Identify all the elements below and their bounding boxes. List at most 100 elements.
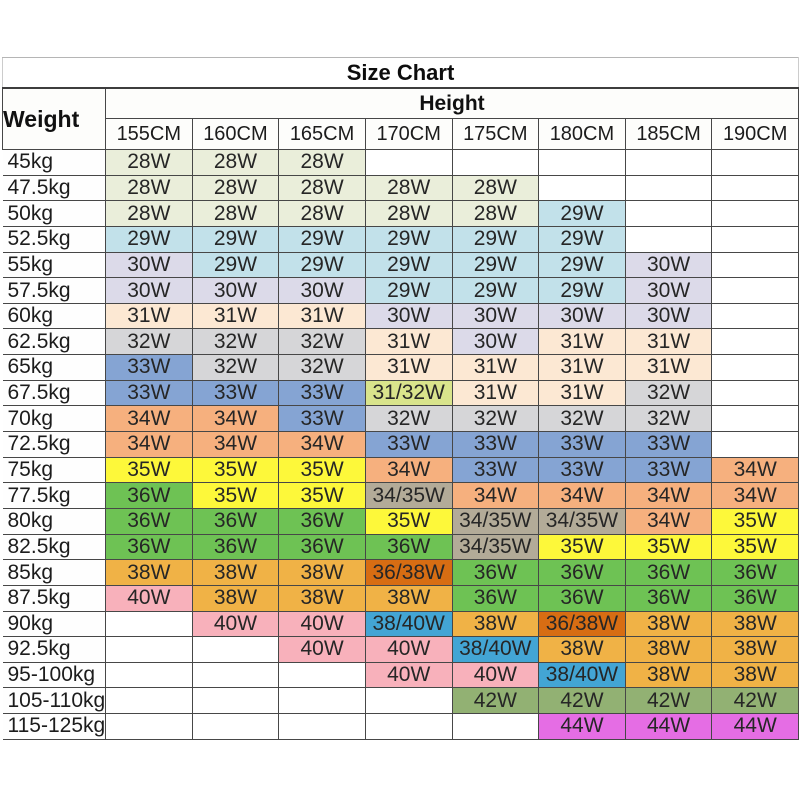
table-row-105-110kg: 105-110kg 42W 42W 42W 42W bbox=[2, 687, 799, 715]
size-cell: 31W bbox=[364, 354, 453, 381]
size-cell: 40W bbox=[278, 610, 366, 638]
table-row-85kg: 85kg 38W 38W 38W 36/38W 36W 36W 36W 36W bbox=[2, 559, 799, 586]
empty-cell bbox=[624, 225, 713, 253]
size-cell: 32W bbox=[624, 379, 713, 407]
row-label: 47.5kg bbox=[2, 174, 106, 202]
size-cell: 34/35W bbox=[451, 533, 540, 561]
size-cell: 38/40W bbox=[451, 636, 540, 663]
size-cell: 36W bbox=[451, 584, 540, 612]
size-cell: 31W bbox=[538, 354, 626, 381]
size-cell: 40W bbox=[451, 661, 540, 689]
size-cell: 33W bbox=[278, 379, 366, 407]
table-row-65kg: 65kg 33W 32W 32W 31W 31W 31W 31W bbox=[2, 354, 799, 381]
size-cell: 31W bbox=[538, 328, 626, 356]
table-row-60kg: 60kg 31W 31W 31W 30W 30W 30W 30W bbox=[2, 302, 799, 330]
size-cell: 35W bbox=[711, 533, 799, 561]
empty-cell bbox=[711, 200, 799, 227]
size-chart-table: Size Chart Weight Height 155CM 160CM 165CM… bbox=[2, 57, 799, 740]
size-cell: 38W bbox=[711, 610, 799, 638]
column-header-180cm: 180CM bbox=[538, 118, 626, 150]
size-cell: 33W bbox=[105, 354, 193, 381]
size-cell: 33W bbox=[364, 431, 453, 458]
size-cell: 38W bbox=[191, 559, 280, 586]
size-cell: 35W bbox=[191, 482, 280, 509]
table-row-70kg: 70kg 34W 34W 33W 32W 32W 32W 32W bbox=[2, 405, 799, 433]
size-cell: 34W bbox=[711, 482, 799, 509]
size-cell: 40W bbox=[105, 584, 193, 612]
size-cell: 38W bbox=[624, 661, 713, 689]
size-cell: 44W bbox=[711, 713, 799, 740]
empty-cell bbox=[624, 149, 713, 176]
size-cell: 31W bbox=[624, 328, 713, 356]
row-label: 105-110kg bbox=[2, 687, 106, 715]
size-cell: 34W bbox=[278, 431, 366, 458]
size-cell: 30W bbox=[624, 277, 713, 304]
size-cell: 33W bbox=[451, 456, 540, 484]
size-cell: 40W bbox=[191, 610, 280, 638]
table-row-67.5kg: 67.5kg 33W 33W 33W 31/32W 31W 31W 32W bbox=[2, 379, 799, 407]
size-cell: 32W bbox=[538, 405, 626, 433]
empty-cell bbox=[711, 149, 799, 176]
table-row-80kg: 80kg 36W 36W 36W 35W 34/35W 34/35W 34W 35W bbox=[2, 507, 799, 535]
empty-cell bbox=[711, 277, 799, 304]
table-row-95-100kg: 95-100kg 40W 40W 38/40W 38W 38W bbox=[2, 661, 799, 689]
size-cell: 38W bbox=[538, 636, 626, 663]
size-cell: 38W bbox=[624, 636, 713, 663]
size-cell: 34W bbox=[364, 456, 453, 484]
size-cell: 32W bbox=[624, 405, 713, 433]
row-label: 92.5kg bbox=[2, 636, 106, 663]
row-label: 67.5kg bbox=[2, 379, 106, 407]
empty-cell bbox=[711, 225, 799, 253]
size-cell: 34W bbox=[105, 405, 193, 433]
empty-cell bbox=[711, 405, 799, 433]
size-cell: 34W bbox=[451, 482, 540, 509]
axis-group-row: Weight Height bbox=[2, 87, 799, 150]
empty-cell bbox=[191, 636, 280, 663]
size-cell: 36W bbox=[624, 584, 713, 612]
size-cell: 36W bbox=[711, 559, 799, 586]
row-label: 70kg bbox=[2, 405, 106, 433]
size-cell: 28W bbox=[278, 200, 366, 227]
table-row-50kg: 50kg 28W 28W 28W 28W 28W 29W bbox=[2, 200, 799, 227]
empty-cell bbox=[711, 302, 799, 330]
row-label: 72.5kg bbox=[2, 431, 106, 458]
size-cell: 34/35W bbox=[451, 507, 540, 535]
size-cell: 34W bbox=[191, 405, 280, 433]
empty-cell bbox=[105, 636, 193, 663]
table-row-75kg: 75kg 35W 35W 35W 34W 33W 33W 33W 34W bbox=[2, 456, 799, 484]
size-cell: 36W bbox=[191, 507, 280, 535]
size-cell: 31W bbox=[538, 379, 626, 407]
row-label: 52.5kg bbox=[2, 225, 106, 253]
size-cell: 36W bbox=[538, 584, 626, 612]
column-header-185cm: 185CM bbox=[624, 118, 713, 150]
row-label: 80kg bbox=[2, 507, 106, 535]
size-cell: 36W bbox=[105, 482, 193, 509]
table-row-62.5kg: 62.5kg 32W 32W 32W 31W 30W 31W 31W bbox=[2, 328, 799, 356]
size-cell: 35W bbox=[105, 456, 193, 484]
size-cell: 36W bbox=[105, 533, 193, 561]
table-row-45kg: 45kg 28W 28W 28W bbox=[2, 149, 799, 176]
size-cell: 36W bbox=[451, 559, 540, 586]
size-cell: 36/38W bbox=[364, 559, 453, 586]
size-cell: 33W bbox=[191, 379, 280, 407]
size-cell: 32W bbox=[364, 405, 453, 433]
row-label: 82.5kg bbox=[2, 533, 106, 561]
size-cell: 30W bbox=[105, 277, 193, 304]
size-cell: 30W bbox=[451, 302, 540, 330]
size-cell: 35W bbox=[278, 482, 366, 509]
size-cell: 42W bbox=[538, 687, 626, 715]
title-row: Size Chart bbox=[2, 57, 799, 89]
size-cell: 38W bbox=[711, 636, 799, 663]
row-label: 50kg bbox=[2, 200, 106, 227]
row-label: 62.5kg bbox=[2, 328, 106, 356]
size-cell: 38W bbox=[364, 584, 453, 612]
table-row-82.5kg: 82.5kg 36W 36W 36W 36W 34/35W 35W 35W 35W bbox=[2, 533, 799, 561]
size-cell: 29W bbox=[364, 251, 453, 279]
table-row-115-125kg: 115-125kg 44W 44W 44W bbox=[2, 713, 799, 740]
row-label: 87.5kg bbox=[2, 584, 106, 612]
size-cell: 29W bbox=[538, 277, 626, 304]
size-cell: 31W bbox=[191, 302, 280, 330]
size-cell: 28W bbox=[451, 200, 540, 227]
size-cell: 32W bbox=[105, 328, 193, 356]
